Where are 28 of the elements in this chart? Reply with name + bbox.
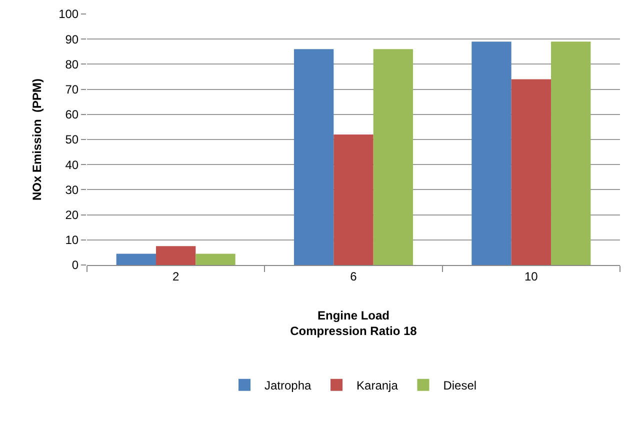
y-tick-label: 70 bbox=[65, 82, 79, 96]
y-tick-label: 10 bbox=[65, 233, 79, 248]
y-tick-label: 0 bbox=[72, 258, 79, 272]
bar bbox=[551, 42, 591, 265]
bar bbox=[116, 254, 156, 265]
bar bbox=[373, 49, 414, 265]
y-tick-label: 100 bbox=[58, 7, 79, 22]
y-tick-label: 30 bbox=[65, 182, 79, 197]
y-tick-label: 20 bbox=[65, 208, 79, 222]
x-tick-label: 10 bbox=[524, 269, 538, 284]
legend-label: Karanja bbox=[356, 378, 398, 393]
legend-label: Diesel bbox=[443, 378, 477, 393]
y-tick-label: 80 bbox=[65, 57, 79, 72]
y-tick-label: 90 bbox=[65, 32, 79, 46]
bar bbox=[472, 42, 512, 265]
bar bbox=[196, 254, 236, 265]
x-tick-label: 2 bbox=[172, 269, 180, 284]
y-tick-label: 60 bbox=[65, 108, 79, 122]
x-tick-label: 6 bbox=[350, 269, 358, 284]
x-axis-title: Engine Load Compression Ratio 18 bbox=[290, 308, 418, 338]
y-axis-title: NOx Emission (PPM) bbox=[30, 78, 44, 201]
y-tick-label: 40 bbox=[65, 158, 79, 172]
y-tick-label: 50 bbox=[65, 132, 79, 147]
bar bbox=[156, 246, 196, 265]
bar bbox=[334, 134, 374, 265]
legend-label: Jatropha bbox=[264, 378, 312, 393]
bar bbox=[294, 49, 334, 265]
bar bbox=[511, 79, 552, 265]
